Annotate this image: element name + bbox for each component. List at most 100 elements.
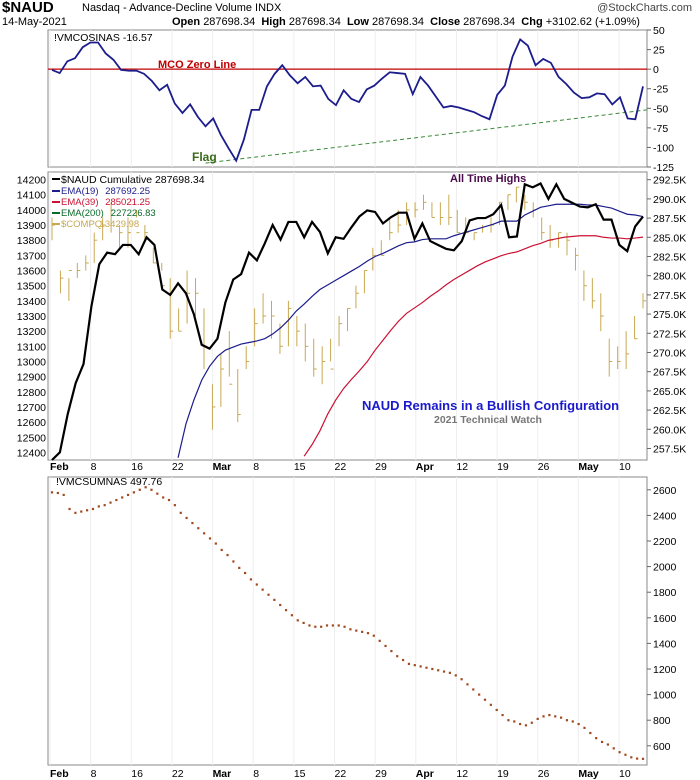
sum-point [600,740,604,744]
x-axis-mid-label: Feb [50,461,69,473]
sum-point [483,698,487,701]
watermark: @StockCharts.com [597,2,692,14]
high-value: 287698.34 [288,16,341,28]
naud-y-tick-label: 262.5K [653,405,686,417]
sum-point [513,720,516,723]
ema39-line [303,235,644,457]
technical-watch-annotation: 2021 Technical Watch [434,414,542,426]
sum-point [167,498,171,502]
naud-y-tick-label: 292.5K [653,175,686,187]
sum-point [554,715,557,718]
sum-point [489,703,492,706]
sum-point [349,628,352,631]
open-label: Open [172,16,201,28]
sum-point [144,486,147,489]
sum-point [478,693,481,696]
sum-point [86,509,89,512]
mco-y-tick-label: -25 [653,84,668,96]
sum-y-tick-label: 1000 [653,690,677,702]
sum-point [115,498,118,502]
naud-y-tick-label: 260.0K [653,424,686,436]
sum-point [401,658,405,662]
naud-title: $NAUD Cumulative 287698.34 [61,174,205,186]
compq-y-tick-label: 12800 [17,387,46,399]
sum-point [606,743,609,746]
sum-point [150,488,153,491]
compq-y-tick-label: 13500 [17,281,46,293]
ohlc-line: Open 287698.34 High 287698.34 Low 287698… [172,16,640,28]
compq-y-tick-label: 13200 [17,326,46,338]
x-axis-mid-label: 26 [538,461,550,473]
sum-y-tick-label: 600 [653,741,671,753]
x-axis-mid-label: 22 [335,461,347,473]
mco-y-tick-label: 25 [653,45,665,57]
sum-point [618,751,621,754]
sum-point [466,683,469,686]
sum-point [226,553,229,557]
x-axis-bottom-label: 10 [619,768,631,780]
x-axis-bottom-label: Mar [213,768,232,780]
sum-point [97,505,100,508]
sum-point [62,493,65,497]
bullish-config-annotation: NAUD Remains in a Bullish Configuration [362,398,619,413]
compq-y-tick-label: 13700 [17,250,46,262]
compq-y-tick-label: 12700 [17,402,46,414]
sum-point [507,719,510,722]
sum-point [548,713,551,717]
x-axis-bottom-label: 16 [131,768,143,780]
sum-point [179,511,182,514]
sum-point [472,688,475,691]
sum-point [255,583,258,586]
sum-point [325,624,329,627]
sum-point [308,624,311,627]
compq-y-tick-label: 14200 [17,175,46,187]
compq-y-tick-label: 13800 [17,235,46,247]
sum-point [425,666,428,669]
compq-y-tick-label: 12600 [17,417,46,429]
x-axis-bottom-label: 22 [335,768,347,780]
mco-title: !VMCOSINAS -16.57 [54,32,153,44]
x-axis-bottom-label: 15 [294,768,306,780]
naud-y-tick-label: 272.5K [653,328,686,340]
x-axis-bottom-label: 8 [91,768,97,780]
panel-frame-2 [47,171,648,461]
sum-point [261,588,264,591]
x-axis-mid-label: 8 [253,461,259,473]
x-axis-bottom-label: 29 [375,768,387,780]
sum-point [495,708,498,712]
panel-frame-1 [47,29,648,168]
sum-point [536,717,539,721]
naud-y-tick-label: 280.0K [653,271,686,283]
sum-point [378,639,381,642]
legend-name: EMA(19) [61,186,98,197]
close-label: Close [430,16,461,28]
naud-y-tick-label: 265.0K [653,386,686,398]
sum-y-tick-label: 2400 [653,510,677,522]
x-axis-mid-label: Mar [213,461,232,473]
sum-point [314,625,317,628]
legend-value: 287692.25 [105,186,150,197]
legend-value: 285021.25 [105,197,150,208]
sum-point [501,713,504,717]
sum-y-tick-label: 1200 [653,664,677,676]
sum-y-tick-label: 2600 [653,485,677,497]
legend-value: 13429.98 [100,219,140,230]
sum-point [396,655,399,658]
sum-point [220,548,223,552]
x-axis-mid-label: 16 [131,461,143,473]
sum-point [519,722,522,726]
sum-point [243,571,247,575]
compq-y-tick-label: 12500 [17,432,46,444]
sum-point [109,501,112,504]
x-axis-bottom-label: 26 [538,768,550,780]
sum-point [413,664,416,667]
compq-y-tick-label: 13900 [17,220,46,232]
sum-point [530,721,533,724]
x-axis-bottom-label: Apr [416,768,434,780]
flag-trendline [205,109,648,164]
low-label: Low [346,16,369,28]
x-axis-mid-label: 19 [497,461,509,473]
x-axis-mid-label: 8 [91,461,97,473]
